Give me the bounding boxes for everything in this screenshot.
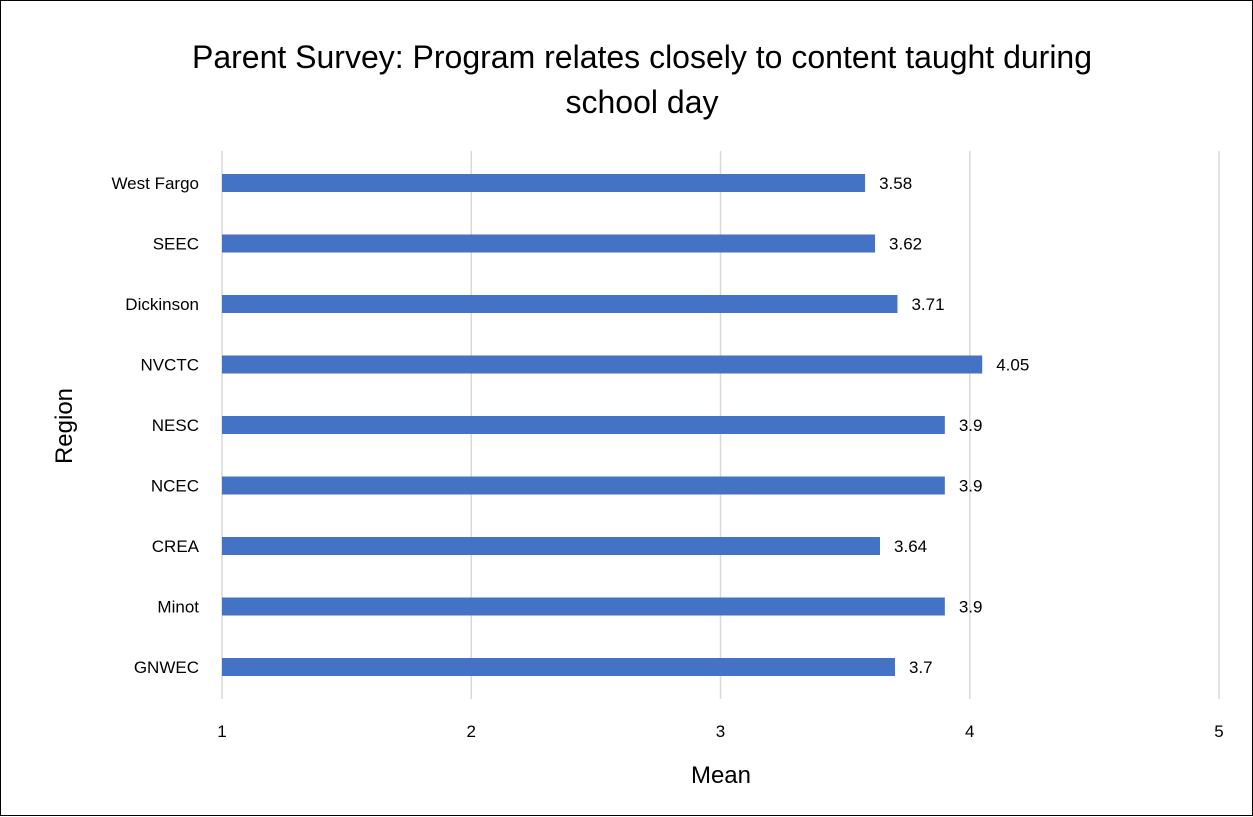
category-label: West Fargo	[111, 174, 199, 193]
category-label: NCEC	[151, 477, 199, 496]
data-label: 3.64	[894, 537, 927, 556]
bar	[222, 476, 945, 495]
data-label: 3.71	[911, 295, 944, 314]
category-labels: West Fargo SEEC Dickinson NVCTC NESC NCEC CREA…	[111, 174, 199, 677]
chart-title-line-1: Parent Survey: Program relates closely t…	[192, 39, 1092, 75]
category-label: GNWEC	[134, 658, 199, 677]
bar	[222, 355, 983, 374]
x-tick-labels: 1 2 3 4 5	[217, 722, 1223, 741]
x-axis-title: Mean	[691, 762, 751, 789]
category-label: CREA	[152, 537, 200, 556]
bar	[222, 416, 945, 434]
category-label: Minot	[157, 598, 199, 617]
category-label: NVCTC	[140, 356, 199, 375]
bar	[222, 537, 881, 555]
category-label: Dickinson	[125, 295, 199, 314]
bars	[222, 174, 983, 676]
chart-title-line-2: school day	[566, 84, 719, 120]
x-tick-label: 3	[716, 722, 725, 741]
category-label: NESC	[152, 416, 199, 435]
data-label: 3.58	[879, 174, 912, 193]
bar	[222, 234, 876, 253]
data-labels: 3.58 3.62 3.71 4.05 3.9 3.9 3.64 3.9 3.7	[879, 174, 1029, 677]
data-label: 3.9	[959, 598, 983, 617]
bar	[222, 658, 895, 676]
bar	[222, 174, 866, 192]
x-tick-label: 5	[1214, 722, 1223, 741]
data-label: 3.62	[889, 235, 922, 254]
x-tick-label: 2	[467, 722, 476, 741]
x-tick-label: 1	[217, 722, 226, 741]
bar	[222, 295, 898, 313]
category-label: SEEC	[153, 235, 199, 254]
x-tick-label: 4	[965, 722, 974, 741]
data-label: 3.9	[959, 477, 983, 496]
bar	[222, 597, 945, 616]
y-axis-title: Region	[51, 388, 78, 464]
data-label: 3.9	[959, 416, 983, 435]
data-label: 4.05	[996, 356, 1029, 375]
data-label: 3.7	[909, 658, 933, 677]
